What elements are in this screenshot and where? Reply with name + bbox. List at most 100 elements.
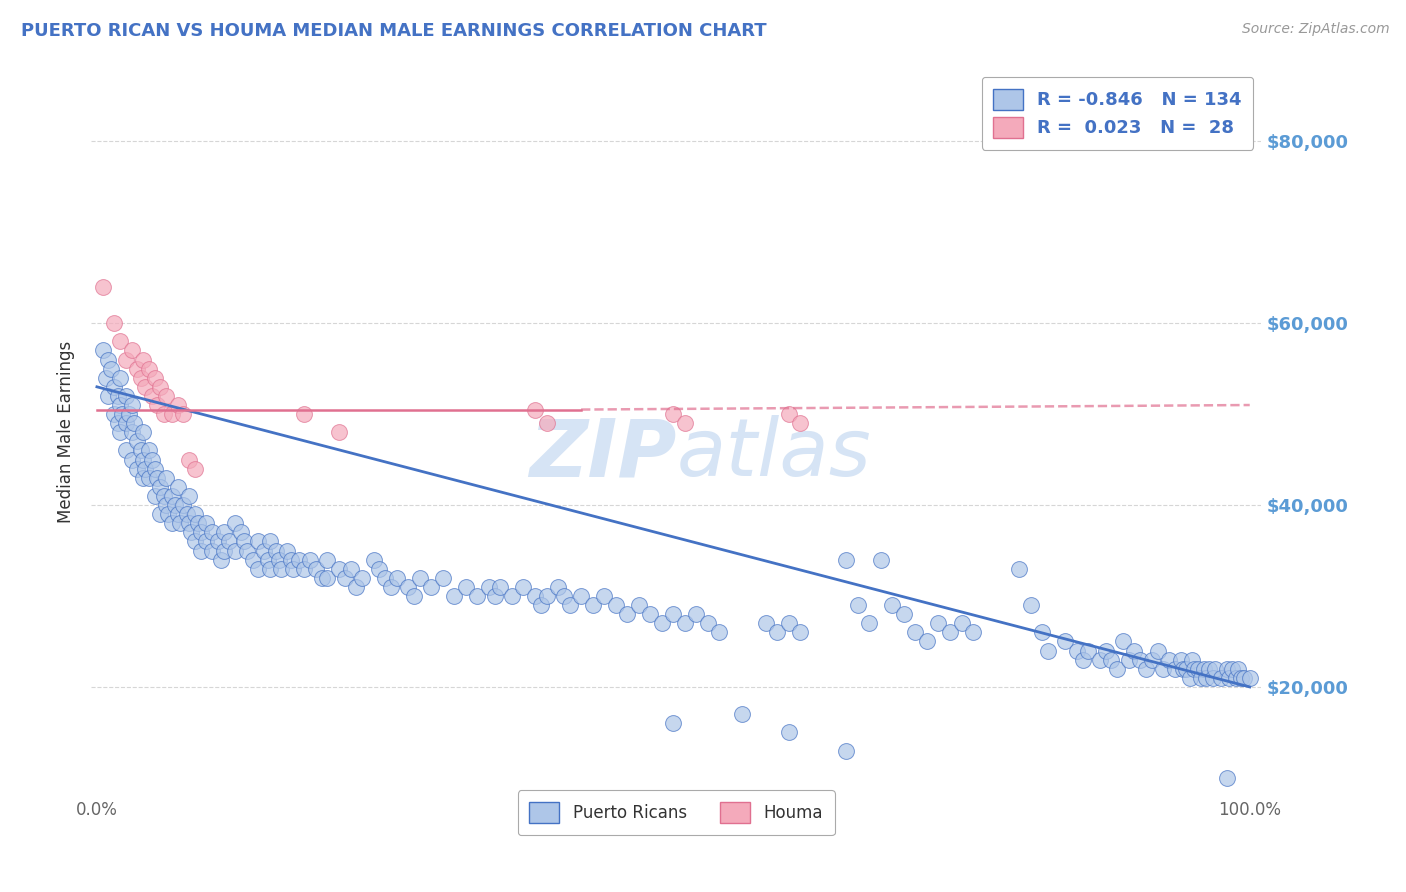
Point: [103, 407, 125, 421]
Point: [179, 516, 201, 531]
Point: [108, 334, 131, 349]
Point: [236, 543, 259, 558]
Point: [127, 434, 149, 449]
Point: [524, 402, 547, 417]
Point: [651, 616, 673, 631]
Point: [1198, 662, 1220, 676]
Point: [160, 489, 183, 503]
Point: [195, 516, 218, 531]
Point: [893, 607, 915, 622]
Point: [1192, 662, 1215, 676]
Point: [118, 407, 141, 421]
Point: [1202, 671, 1225, 685]
Point: [789, 625, 811, 640]
Point: [166, 480, 188, 494]
Point: [121, 398, 143, 412]
Point: [94, 370, 117, 384]
Point: [1164, 662, 1187, 676]
Point: [1170, 653, 1192, 667]
Point: [132, 352, 155, 367]
Point: [187, 516, 209, 531]
Point: [155, 389, 177, 403]
Point: [1227, 662, 1250, 676]
Point: [882, 598, 904, 612]
Point: [638, 607, 661, 622]
Point: [242, 552, 264, 566]
Point: [259, 534, 281, 549]
Point: [1215, 771, 1237, 785]
Point: [152, 407, 174, 421]
Point: [1129, 653, 1152, 667]
Point: [184, 461, 207, 475]
Point: [569, 589, 592, 603]
Point: [247, 562, 270, 576]
Point: [536, 589, 558, 603]
Point: [259, 562, 281, 576]
Point: [201, 525, 224, 540]
Point: [432, 571, 454, 585]
Point: [1239, 671, 1261, 685]
Point: [1066, 643, 1088, 657]
Point: [662, 607, 685, 622]
Point: [1209, 671, 1232, 685]
Point: [593, 589, 616, 603]
Point: [166, 398, 188, 412]
Point: [328, 425, 350, 440]
Point: [1019, 598, 1042, 612]
Point: [339, 562, 361, 576]
Point: [581, 598, 603, 612]
Text: PUERTO RICAN VS HOUMA MEDIAN MALE EARNINGS CORRELATION CHART: PUERTO RICAN VS HOUMA MEDIAN MALE EARNIN…: [21, 22, 766, 40]
Point: [224, 516, 246, 531]
Point: [950, 616, 973, 631]
Point: [835, 743, 858, 757]
Point: [218, 534, 240, 549]
Point: [184, 507, 207, 521]
Point: [276, 543, 298, 558]
Point: [121, 425, 143, 440]
Point: [149, 380, 172, 394]
Point: [160, 516, 183, 531]
Point: [190, 543, 212, 558]
Point: [396, 580, 419, 594]
Point: [1036, 643, 1059, 657]
Point: [127, 461, 149, 475]
Point: [281, 562, 304, 576]
Point: [673, 616, 696, 631]
Point: [1233, 671, 1256, 685]
Point: [605, 598, 627, 612]
Point: [1195, 671, 1218, 685]
Point: [294, 407, 316, 421]
Point: [138, 443, 160, 458]
Point: [146, 471, 169, 485]
Point: [138, 471, 160, 485]
Point: [107, 416, 129, 430]
Point: [160, 407, 183, 421]
Point: [380, 580, 402, 594]
Point: [1118, 653, 1140, 667]
Point: [169, 516, 191, 531]
Text: atlas: atlas: [676, 415, 870, 493]
Point: [1229, 671, 1251, 685]
Point: [1088, 653, 1111, 667]
Text: ZIP: ZIP: [529, 415, 676, 493]
Point: [91, 343, 114, 358]
Point: [121, 452, 143, 467]
Point: [1225, 671, 1247, 685]
Point: [1204, 662, 1226, 676]
Point: [558, 598, 581, 612]
Point: [1152, 662, 1174, 676]
Point: [267, 552, 290, 566]
Point: [207, 534, 229, 549]
Point: [333, 571, 356, 585]
Point: [662, 407, 685, 421]
Point: [454, 580, 477, 594]
Point: [1218, 671, 1240, 685]
Point: [1146, 643, 1168, 657]
Point: [114, 352, 136, 367]
Point: [141, 389, 163, 403]
Point: [1054, 634, 1077, 648]
Point: [316, 571, 339, 585]
Point: [229, 525, 252, 540]
Point: [352, 571, 374, 585]
Point: [108, 398, 131, 412]
